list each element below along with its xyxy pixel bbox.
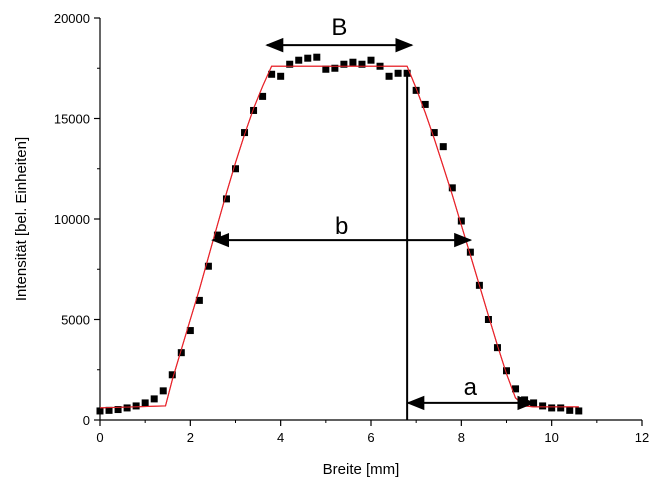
data-point (439, 143, 447, 151)
data-point (241, 129, 249, 137)
data-point (277, 72, 285, 80)
x-tick-label: 6 (367, 430, 374, 445)
data-point (331, 64, 339, 72)
data-point (340, 60, 348, 68)
data-point (295, 56, 303, 64)
data-point (96, 407, 104, 415)
data-point (322, 65, 330, 73)
x-tick-label: 4 (277, 430, 284, 445)
data-point (367, 56, 375, 64)
data-point (430, 129, 438, 137)
label-a: a (464, 374, 478, 401)
data-point (412, 86, 420, 94)
axes (99, 18, 642, 421)
data-point (232, 165, 239, 173)
data-point (484, 316, 492, 323)
data-point (204, 262, 212, 270)
data-point (177, 349, 185, 357)
label-b: b (335, 213, 348, 240)
data-point (141, 399, 149, 407)
data-point (385, 72, 393, 80)
data-point (466, 248, 474, 256)
ticks: 0 2 4 6 8 10 12 0 5000 10000 15000 20000 (54, 11, 649, 445)
data-point (448, 184, 456, 192)
x-tick-label: 8 (458, 430, 465, 445)
data-point (186, 327, 194, 335)
data-point (250, 106, 258, 114)
data-point (159, 387, 167, 395)
data-point (557, 404, 565, 412)
data-point (349, 58, 357, 66)
data-point (421, 100, 429, 108)
fit-curve-overlay (99, 65, 579, 409)
x-tick-label: 0 (96, 430, 103, 445)
data-point (105, 406, 113, 414)
data-point (394, 69, 402, 77)
x-tick-label: 2 (187, 430, 194, 445)
data-point (123, 404, 131, 412)
data-point (548, 404, 556, 412)
data-point (114, 406, 122, 414)
annotations: Bb a (211, 14, 536, 420)
data-point (132, 402, 140, 410)
data-point (575, 407, 583, 415)
data-point (286, 60, 294, 68)
data-point (150, 395, 158, 403)
y-tick-label: 20000 (54, 11, 90, 26)
x-axis-label: Breite [mm] (323, 461, 400, 478)
data-point (539, 402, 547, 410)
data-point (457, 217, 465, 225)
data-point (168, 371, 176, 379)
data-point (503, 367, 510, 375)
y-tick-label: 5000 (61, 313, 90, 328)
y-tick-label: 15000 (54, 112, 90, 127)
y-tick-label: 10000 (54, 212, 90, 227)
x-tick-label: 10 (544, 430, 558, 445)
x-tick-label: 12 (635, 430, 649, 445)
data-point (493, 344, 501, 352)
label-B: B (331, 14, 347, 41)
data-point (304, 54, 312, 62)
y-axis-label: Intensität [bel. Einheiten] (13, 137, 30, 301)
data-point (195, 296, 203, 304)
data-point (259, 92, 267, 100)
data-point (222, 195, 230, 203)
data-point (313, 53, 321, 61)
data-point (512, 385, 520, 393)
data-point (268, 70, 276, 78)
y-tick-label: 0 (83, 413, 90, 428)
data-point (358, 60, 366, 68)
data-point (566, 406, 574, 414)
